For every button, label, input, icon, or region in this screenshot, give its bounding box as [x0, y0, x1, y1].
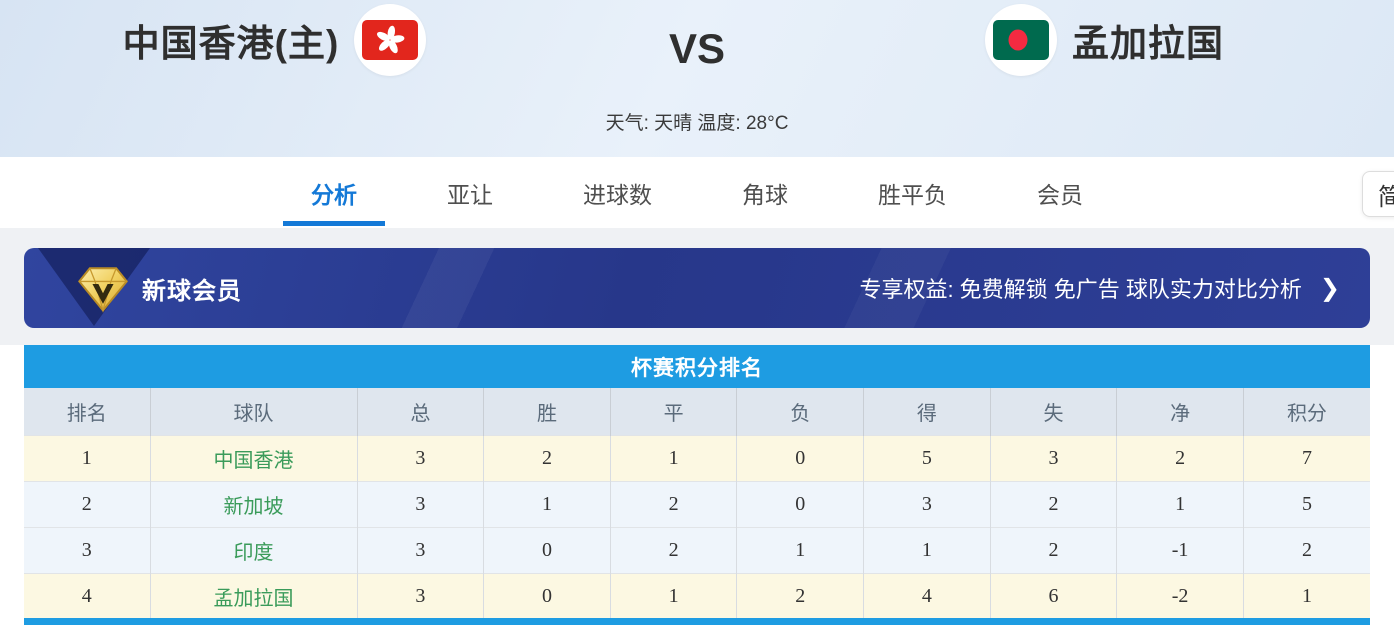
vip-member-banner[interactable]: 新球会员 专享权益: 免费解锁 免广告 球队实力对比分析 ❯ [24, 248, 1370, 328]
tabs: 分析 亚让 进球数 角球 胜平负 会员 [0, 157, 1394, 228]
goal-diff-cell: 1 [1116, 480, 1244, 527]
vip-banner-title: 新球会员 [142, 277, 242, 305]
col-team: 球队 [149, 388, 357, 435]
away-team-name: 孟加拉国 [1072, 23, 1224, 64]
match-header: 中国香港(主) VS [0, 0, 1394, 157]
points-cell: 7 [1242, 434, 1370, 481]
simplified-chinese-toggle-button[interactable]: 简 [1362, 171, 1394, 217]
team-link[interactable]: 新加坡 [149, 480, 357, 527]
rank-cell: 4 [24, 572, 150, 619]
goals-against-cell: 2 [989, 526, 1117, 573]
tab-asian-handicap[interactable]: 亚让 [447, 181, 493, 208]
rank-cell: 3 [24, 526, 150, 573]
draw-cell: 1 [609, 572, 737, 619]
bangladesh-flag-icon [985, 4, 1057, 76]
points-cell: 1 [1242, 572, 1370, 619]
col-points: 积分 [1242, 388, 1370, 435]
home-team-name: 中国香港(主) [122, 23, 340, 64]
col-total: 总 [356, 388, 484, 435]
goals-for-cell: 1 [863, 526, 991, 573]
goals-for-cell: 5 [863, 434, 991, 481]
tab-win-draw-loss[interactable]: 胜平负 [878, 181, 947, 208]
goals-for-cell: 3 [863, 480, 991, 527]
win-cell: 2 [483, 434, 611, 481]
goals-against-cell: 6 [989, 572, 1117, 619]
total-cell: 3 [356, 480, 484, 527]
points-cell: 2 [1242, 526, 1370, 573]
cup-standings-section: 杯赛积分排名 排名 球队 总 胜 平 负 得 失 净 积分 [24, 345, 1370, 619]
standings-header-row: 排名 球队 总 胜 平 负 得 失 净 积分 [24, 388, 1370, 435]
loss-cell: 2 [736, 572, 864, 619]
team-link[interactable]: 印度 [149, 526, 357, 573]
total-cell: 3 [356, 572, 484, 619]
goals-for-cell: 4 [863, 572, 991, 619]
draw-cell: 1 [609, 434, 737, 481]
points-cell: 5 [1242, 480, 1370, 527]
vip-benefits-text: 专享权益: 免费解锁 免广告 球队实力对比分析 [859, 277, 1302, 302]
vs-label: VS [668, 25, 726, 72]
goals-against-cell: 3 [989, 434, 1117, 481]
goal-diff-cell: -1 [1116, 526, 1244, 573]
loss-cell: 0 [736, 434, 864, 481]
loss-cell: 0 [736, 480, 864, 527]
tab-bar: 分析 亚让 进球数 角球 胜平负 会员 简 [0, 157, 1394, 228]
standings-table: 排名 球队 总 胜 平 负 得 失 净 积分 1 中国香港 3 2 [24, 388, 1370, 619]
goal-diff-cell: -2 [1116, 572, 1244, 619]
vip-diamond-icon [74, 259, 132, 322]
win-cell: 1 [483, 480, 611, 527]
draw-cell: 2 [609, 526, 737, 573]
goal-diff-cell: 2 [1116, 434, 1244, 481]
standings-title: 杯赛积分排名 [24, 345, 1370, 388]
win-cell: 0 [483, 572, 611, 619]
team-link[interactable]: 中国香港 [149, 434, 357, 481]
chevron-right-icon[interactable]: ❯ [1319, 274, 1340, 302]
loss-cell: 1 [736, 526, 864, 573]
col-draw: 平 [609, 388, 737, 435]
rank-cell: 2 [24, 480, 150, 527]
col-goals-for: 得 [863, 388, 991, 435]
tab-goals[interactable]: 进球数 [583, 181, 652, 208]
table-row: 3 印度 3 0 2 1 1 2 -1 2 [24, 526, 1370, 573]
total-cell: 3 [356, 434, 484, 481]
tab-corners[interactable]: 角球 [742, 181, 788, 208]
goals-against-cell: 2 [989, 480, 1117, 527]
col-goals-against: 失 [989, 388, 1117, 435]
col-loss: 负 [736, 388, 864, 435]
teams-row: 中国香港(主) VS [0, 4, 1394, 76]
col-goal-diff: 净 [1116, 388, 1244, 435]
tab-member[interactable]: 会员 [1037, 181, 1083, 208]
team-link[interactable]: 孟加拉国 [149, 572, 357, 619]
table-row: 2 新加坡 3 1 2 0 3 2 1 5 [24, 480, 1370, 527]
col-rank: 排名 [24, 388, 150, 435]
table-row: 1 中国香港 3 2 1 0 5 3 2 7 [24, 434, 1370, 481]
away-team: 孟加拉国 [985, 4, 1224, 76]
draw-cell: 2 [609, 480, 737, 527]
home-team: 中国香港(主) [123, 4, 427, 76]
total-cell: 3 [356, 526, 484, 573]
weather-info: 天气: 天晴 温度: 28°C [605, 113, 789, 134]
col-win: 胜 [483, 388, 611, 435]
next-section-header-bar [24, 618, 1370, 625]
tab-analysis[interactable]: 分析 [266, 157, 402, 228]
table-row: 4 孟加拉国 3 0 1 2 4 6 -2 1 [24, 572, 1370, 619]
hong-kong-flag-icon [354, 4, 427, 76]
rank-cell: 1 [24, 434, 150, 481]
win-cell: 0 [483, 526, 611, 573]
